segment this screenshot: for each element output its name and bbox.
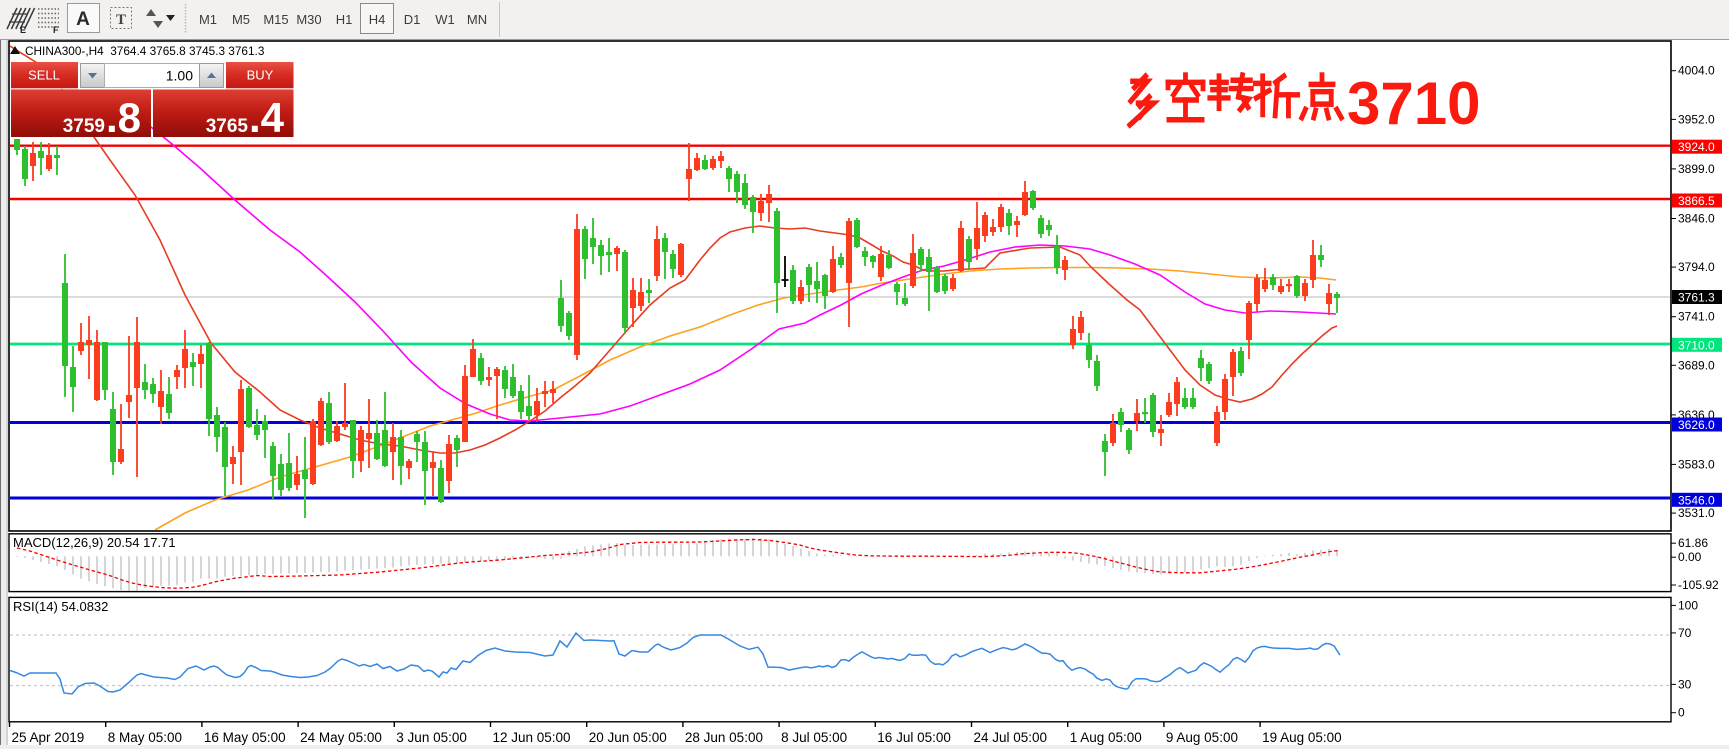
svg-text:.4: .4 bbox=[249, 94, 285, 141]
svg-text:0.00: 0.00 bbox=[1678, 550, 1702, 564]
svg-text:20 Jun 05:00: 20 Jun 05:00 bbox=[589, 730, 667, 745]
svg-text:3689.0: 3689.0 bbox=[1678, 358, 1715, 372]
svg-text:3 Jun 05:00: 3 Jun 05:00 bbox=[396, 730, 467, 745]
svg-text:0: 0 bbox=[1678, 706, 1685, 720]
svg-text:H4: H4 bbox=[369, 12, 386, 27]
svg-text:3794.0: 3794.0 bbox=[1678, 260, 1715, 274]
svg-text:M5: M5 bbox=[232, 12, 250, 27]
svg-text:3710.0: 3710.0 bbox=[1678, 338, 1715, 352]
svg-text:W1: W1 bbox=[435, 12, 455, 27]
svg-text:100: 100 bbox=[1678, 598, 1698, 612]
svg-text:H1: H1 bbox=[336, 12, 353, 27]
svg-text:F: F bbox=[53, 25, 59, 35]
svg-text:.8: .8 bbox=[106, 94, 141, 141]
svg-text:3531.0: 3531.0 bbox=[1678, 506, 1715, 520]
svg-text:3759: 3759 bbox=[63, 116, 105, 137]
svg-text:25 Apr 2019: 25 Apr 2019 bbox=[12, 730, 85, 745]
svg-text:3765: 3765 bbox=[206, 116, 249, 137]
svg-text:3866.5: 3866.5 bbox=[1678, 194, 1715, 208]
svg-text:3710: 3710 bbox=[1347, 70, 1480, 137]
svg-text:3924.0: 3924.0 bbox=[1678, 140, 1715, 154]
svg-text:M1: M1 bbox=[199, 12, 217, 27]
svg-text:SELL: SELL bbox=[28, 68, 60, 83]
svg-text:3899.0: 3899.0 bbox=[1678, 162, 1715, 176]
svg-text:MACD(12,26,9) 20.54 17.71: MACD(12,26,9) 20.54 17.71 bbox=[13, 535, 176, 550]
svg-text:24 Jul 05:00: 24 Jul 05:00 bbox=[974, 730, 1048, 745]
svg-text:24 May 05:00: 24 May 05:00 bbox=[300, 730, 382, 745]
svg-text:CHINA300-,H4 3764.4 3765.8 37: CHINA300-,H4 3764.4 3765.8 3745.3 3761.3 bbox=[25, 44, 265, 58]
svg-text:3761.3: 3761.3 bbox=[1678, 291, 1715, 305]
svg-text:1 Aug 05:00: 1 Aug 05:00 bbox=[1070, 730, 1142, 745]
svg-text:E: E bbox=[20, 25, 26, 35]
svg-text:19 Aug 05:00: 19 Aug 05:00 bbox=[1262, 730, 1342, 745]
svg-text:MN: MN bbox=[467, 12, 487, 27]
svg-text:M15: M15 bbox=[263, 12, 288, 27]
svg-text:16 May 05:00: 16 May 05:00 bbox=[204, 730, 286, 745]
svg-text:3846.0: 3846.0 bbox=[1678, 212, 1715, 226]
svg-text:RSI(14) 54.0832: RSI(14) 54.0832 bbox=[13, 599, 108, 614]
svg-text:61.86: 61.86 bbox=[1678, 536, 1708, 550]
svg-text:28 Jun 05:00: 28 Jun 05:00 bbox=[685, 730, 763, 745]
svg-text:3626.0: 3626.0 bbox=[1678, 418, 1715, 432]
svg-text:3952.0: 3952.0 bbox=[1678, 112, 1715, 126]
svg-text:M30: M30 bbox=[296, 12, 321, 27]
svg-text:9 Aug 05:00: 9 Aug 05:00 bbox=[1166, 730, 1238, 745]
svg-text:70: 70 bbox=[1678, 626, 1692, 640]
svg-text:3583.0: 3583.0 bbox=[1678, 457, 1715, 471]
svg-text:12 Jun 05:00: 12 Jun 05:00 bbox=[493, 730, 571, 745]
svg-text:4004.0: 4004.0 bbox=[1678, 64, 1715, 78]
svg-text:BUY: BUY bbox=[247, 68, 274, 83]
svg-text:T: T bbox=[116, 12, 126, 28]
svg-text:16 Jul 05:00: 16 Jul 05:00 bbox=[877, 730, 951, 745]
svg-text:8 Jul 05:00: 8 Jul 05:00 bbox=[781, 730, 847, 745]
svg-text:30: 30 bbox=[1678, 677, 1692, 691]
svg-text:D1: D1 bbox=[404, 12, 421, 27]
svg-text:3546.0: 3546.0 bbox=[1678, 493, 1715, 507]
svg-text:1.00: 1.00 bbox=[166, 68, 193, 84]
svg-text:A: A bbox=[76, 9, 90, 30]
svg-text:3741.0: 3741.0 bbox=[1678, 310, 1715, 324]
svg-text:8 May 05:00: 8 May 05:00 bbox=[108, 730, 182, 745]
svg-text:-105.92: -105.92 bbox=[1678, 578, 1719, 592]
